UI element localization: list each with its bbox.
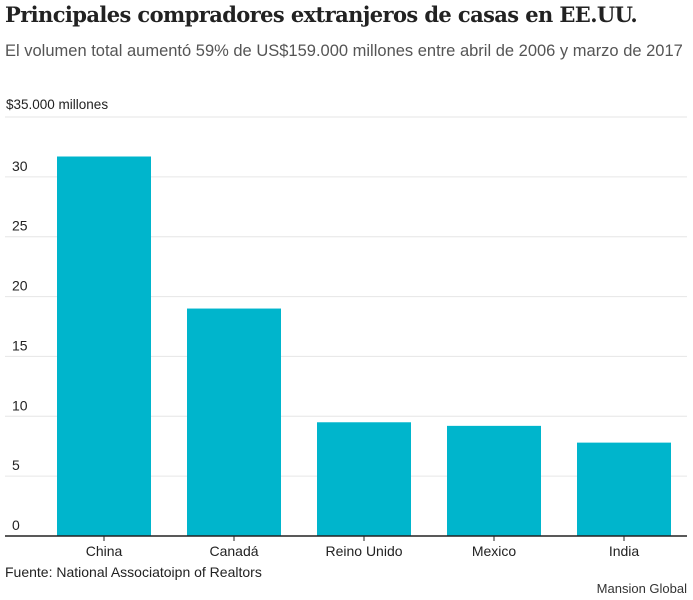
- y-tick-label: 30: [12, 158, 28, 174]
- chart-title: Principales compradores extranjeros de c…: [5, 2, 638, 27]
- x-tick-label: Reino Unido: [325, 543, 402, 559]
- chart-subtitle: El volumen total aumentó 59% de US$159.0…: [5, 42, 683, 60]
- y-tick-label: 25: [12, 218, 28, 234]
- y-tick-label: 5: [12, 457, 20, 473]
- y-unit-label: $35.000 millones: [6, 97, 108, 112]
- y-tick-label: 20: [12, 278, 28, 294]
- x-tick-label: Canadá: [209, 543, 258, 559]
- y-tick-label: 15: [12, 337, 28, 353]
- x-tick-label: Mexico: [472, 543, 517, 559]
- bar: [317, 422, 411, 536]
- bars: [57, 156, 671, 536]
- x-tick-label: India: [609, 543, 640, 559]
- bar: [57, 156, 151, 536]
- credit-label: Mansion Global: [596, 581, 687, 596]
- bar-chart: $35.000 millones 0 5 10 15 20 25 30 China Canadá R…: [5, 97, 687, 559]
- bar: [187, 308, 281, 536]
- y-tick-label: 10: [12, 397, 28, 413]
- bar: [577, 442, 671, 536]
- x-tick-label: China: [86, 543, 123, 559]
- y-tick-label: 0: [12, 517, 20, 533]
- bar: [447, 425, 541, 536]
- axes: $35.000 millones 0 5 10 15 20 25 30 China Canadá R…: [5, 97, 687, 559]
- source-note: Fuente: National Associatoipn of Realtor…: [5, 564, 262, 580]
